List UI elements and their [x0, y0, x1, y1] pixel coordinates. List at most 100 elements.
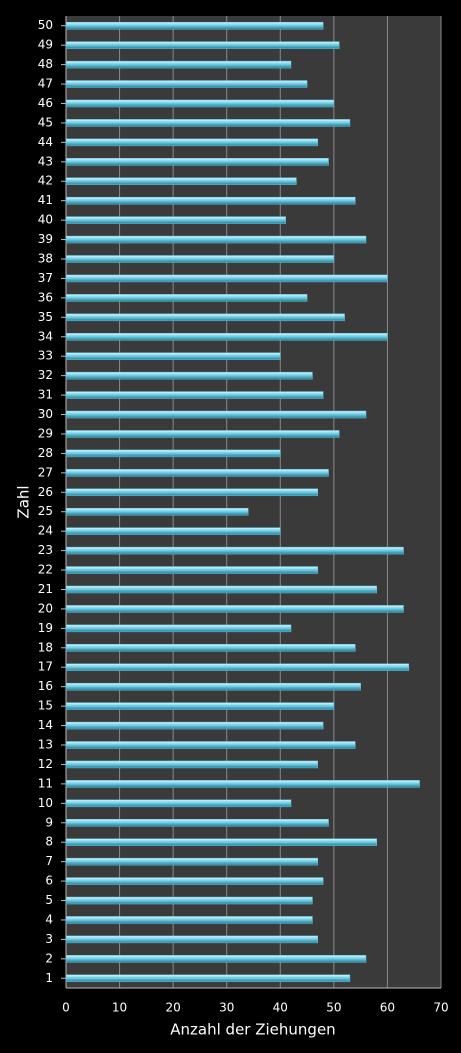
bar [65, 974, 351, 983]
bar [65, 391, 324, 399]
y-tick-label: 5 [45, 893, 53, 907]
bar [65, 663, 410, 671]
bar [65, 682, 361, 691]
bar [65, 488, 319, 497]
bar [65, 80, 308, 88]
y-tick-label: 21 [38, 582, 53, 596]
bar [65, 41, 340, 49]
y-tick-label: 47 [38, 77, 53, 91]
x-tick-label: 60 [380, 1001, 395, 1015]
x-tick-label: 50 [326, 1001, 341, 1015]
y-tick-label: 12 [38, 757, 53, 771]
y-tick-label: 45 [38, 115, 53, 129]
x-tick-label: 20 [166, 1001, 181, 1015]
y-tick-label: 10 [38, 796, 53, 810]
bar [65, 177, 297, 185]
y-tick-label: 29 [38, 426, 53, 440]
bar [65, 955, 367, 963]
y-tick-label: 23 [38, 543, 53, 557]
bar [65, 741, 356, 749]
bar [65, 158, 329, 166]
bar [65, 449, 281, 458]
bar [65, 644, 356, 652]
bar [65, 624, 292, 633]
bar [65, 566, 319, 574]
bar [65, 371, 313, 380]
y-tick-label: 19 [38, 621, 53, 635]
y-tick-label: 37 [38, 271, 53, 285]
y-tick-label: 31 [38, 388, 53, 402]
bar [65, 527, 281, 535]
y-tick-label: 9 [45, 815, 53, 829]
bar [65, 780, 420, 788]
bar [65, 857, 319, 866]
bar [65, 799, 292, 808]
bar [65, 760, 319, 769]
y-tick-label: 33 [38, 349, 53, 363]
bar [65, 99, 335, 108]
y-tick-label: 14 [38, 718, 53, 732]
bar [65, 138, 319, 147]
y-tick-label: 18 [38, 640, 53, 654]
x-tick-label: 0 [62, 1001, 70, 1015]
bar [65, 60, 292, 69]
y-axis-title: Zahl [15, 485, 33, 518]
y-tick-label: 32 [38, 368, 53, 382]
y-tick-label: 48 [38, 57, 53, 71]
y-tick-label: 22 [38, 563, 53, 577]
bar [65, 702, 335, 710]
bar [65, 196, 356, 205]
y-tick-label: 35 [38, 310, 53, 324]
bar [65, 916, 313, 924]
y-tick-label: 46 [38, 96, 53, 110]
y-tick-label: 1 [45, 971, 53, 985]
x-tick-label: 40 [273, 1001, 288, 1015]
y-tick-label: 36 [38, 290, 53, 304]
bar [65, 896, 313, 905]
y-tick-label: 28 [38, 446, 53, 460]
y-tick-label: 49 [38, 38, 53, 52]
y-tick-label: 11 [38, 776, 53, 790]
bar [65, 585, 377, 594]
y-tick-label: 38 [38, 252, 53, 266]
bar [65, 294, 308, 302]
y-tick-label: 41 [38, 193, 53, 207]
y-tick-label: 2 [45, 951, 53, 965]
bar [65, 274, 388, 283]
bar [65, 235, 367, 244]
x-tick-label: 10 [112, 1001, 127, 1015]
bar [65, 935, 319, 944]
bar [65, 313, 345, 322]
y-tick-label: 20 [38, 601, 53, 615]
y-tick-label: 8 [45, 835, 53, 849]
bar [65, 838, 377, 846]
y-tick-label: 17 [38, 660, 53, 674]
bar [65, 430, 340, 438]
y-tick-label: 24 [38, 524, 53, 538]
bar [65, 605, 404, 613]
y-tick-label: 6 [45, 874, 53, 888]
y-tick-label: 26 [38, 485, 53, 499]
y-tick-label: 50 [38, 18, 53, 32]
x-tick-label: 30 [219, 1001, 234, 1015]
bar [65, 819, 329, 827]
bar [65, 352, 281, 360]
y-tick-label: 15 [38, 699, 53, 713]
y-tick-label: 3 [45, 932, 53, 946]
y-tick-label: 30 [38, 407, 53, 421]
y-tick-label: 16 [38, 679, 53, 693]
bar [65, 721, 324, 730]
y-tick-label: 27 [38, 465, 53, 479]
x-axis-title: Anzahl der Ziehungen [170, 1021, 335, 1039]
y-tick-label: 39 [38, 232, 53, 246]
bar [65, 877, 324, 885]
y-tick-label: 43 [38, 154, 53, 168]
bar [65, 410, 367, 419]
y-tick-label: 34 [38, 329, 53, 343]
x-tick-label: 70 [433, 1001, 448, 1015]
bar [65, 469, 329, 477]
y-tick-label: 44 [38, 135, 53, 149]
bar [65, 255, 335, 263]
